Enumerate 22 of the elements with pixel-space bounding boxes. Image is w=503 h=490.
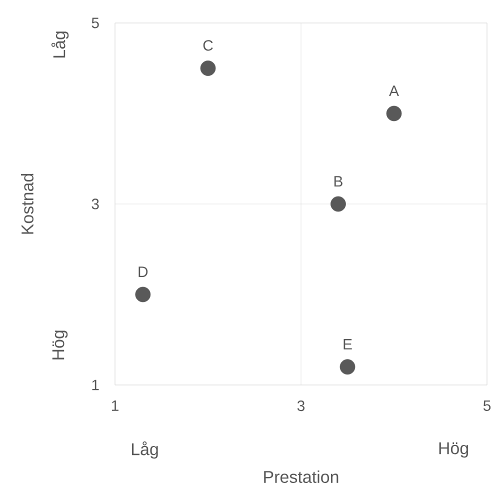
point (340, 359, 356, 375)
annotation: E (344, 339, 352, 350)
x-tick-label: 1 (112, 400, 118, 411)
text: Hög (439, 442, 468, 458)
annotation: A (389, 86, 399, 96)
text: Hög (52, 330, 68, 360)
point (135, 286, 151, 302)
x-axis-title: Prestation (264, 470, 338, 483)
y-tick-label: 5 (92, 18, 99, 28)
point (386, 106, 402, 122)
y-axis-title: Kostnad (21, 174, 34, 234)
y-tick-label: 1 (92, 380, 99, 390)
annotation: B (334, 176, 342, 186)
x-tick-label: 3 (297, 400, 305, 412)
x-tick-label: 5 (483, 400, 491, 411)
text: Låg (51, 32, 69, 58)
text: Låg (132, 441, 158, 459)
y-tick-label: 3 (92, 198, 99, 210)
point (330, 196, 346, 212)
annotation: C (203, 40, 213, 51)
point (200, 60, 216, 76)
annotation: D (138, 266, 148, 277)
